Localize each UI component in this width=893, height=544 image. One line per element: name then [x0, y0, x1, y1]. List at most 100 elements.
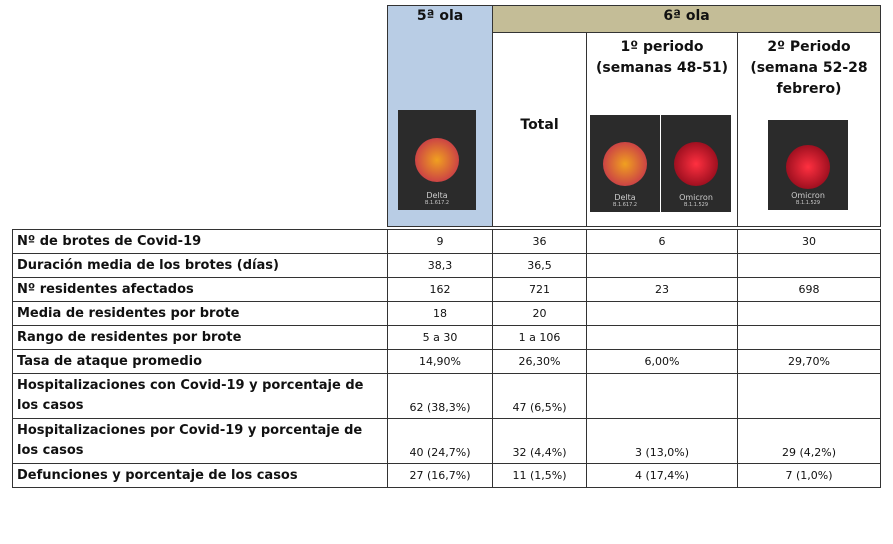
header-text: 6ª ola	[493, 6, 880, 27]
cell-text: 47 (6,5%)	[512, 401, 566, 414]
row-label: Tasa de ataque promedio	[12, 349, 388, 374]
row-label: Duración media de los brotes (días)	[12, 253, 388, 278]
variant-lineage: B.1.1.529	[796, 200, 820, 206]
value-cell: 36	[492, 229, 587, 254]
column-header: Total	[492, 32, 587, 227]
row-label: Nº residentes afectados	[12, 277, 388, 302]
value-cell: 32 (4,4%)	[492, 418, 587, 464]
value-cell	[737, 301, 881, 326]
row-label: Hospitalizaciones con Covid-19 y porcent…	[12, 373, 388, 419]
value-cell: 698	[737, 277, 881, 302]
cell-text: 27 (16,7%)	[409, 469, 470, 482]
variant-lineage: B.1.617.2	[425, 200, 449, 206]
value-cell	[586, 301, 738, 326]
value-cell: 6,00%	[586, 349, 738, 374]
value-cell	[586, 373, 738, 419]
value-cell	[737, 373, 881, 419]
value-cell: 30	[737, 229, 881, 254]
value-cell: 162	[387, 277, 493, 302]
value-cell: 1 a 106	[492, 325, 587, 350]
cell-text: 26,30%	[519, 355, 561, 368]
value-cell	[737, 325, 881, 350]
cell-text: 5 a 30	[423, 331, 458, 344]
cell-text: 36	[533, 235, 547, 248]
value-cell	[737, 253, 881, 278]
cell-text: 721	[529, 283, 550, 296]
row-label: Hospitalizaciones por Covid-19 y porcent…	[12, 418, 388, 464]
value-cell: 6	[586, 229, 738, 254]
header-line: (semanas 48-51)	[587, 58, 737, 79]
cell-text: 162	[430, 283, 451, 296]
cell-text: 30	[802, 235, 816, 248]
header-line: 2º Periodo	[738, 37, 880, 58]
value-cell: 5 a 30	[387, 325, 493, 350]
value-cell	[586, 253, 738, 278]
value-cell: 9	[387, 229, 493, 254]
header-line: Total	[493, 115, 586, 136]
cell-text: 29 (4,2%)	[782, 446, 836, 459]
cell-text: 32 (4,4%)	[512, 446, 566, 459]
cell-text: 698	[799, 283, 820, 296]
cell-text: 40 (24,7%)	[409, 446, 470, 459]
value-cell: 4 (17,4%)	[586, 463, 738, 488]
cell-text: 6,00%	[645, 355, 680, 368]
cell-text: 20	[533, 307, 547, 320]
cell-text: 3 (13,0%)	[635, 446, 689, 459]
value-cell: 27 (16,7%)	[387, 463, 493, 488]
wave6-header: 6ª ola	[492, 5, 881, 33]
value-cell: 36,5	[492, 253, 587, 278]
cell-text: 14,90%	[419, 355, 461, 368]
value-cell: 29,70%	[737, 349, 881, 374]
value-cell: 7 (1,0%)	[737, 463, 881, 488]
value-cell: 23	[586, 277, 738, 302]
header-line: (semana 52-28	[738, 58, 880, 79]
value-cell: 29 (4,2%)	[737, 418, 881, 464]
cell-text: 29,70%	[788, 355, 830, 368]
variant-lineage: B.1.1.529	[684, 202, 708, 208]
value-cell: 38,3	[387, 253, 493, 278]
variant-name: Omicron	[791, 191, 825, 200]
value-cell: 3 (13,0%)	[586, 418, 738, 464]
value-cell: 721	[492, 277, 587, 302]
page: 5ª ola6ª ola Total 1º periodo(semanas 48-5…	[0, 0, 893, 544]
cell-text: 18	[433, 307, 447, 320]
row-label: Defunciones y porcentaje de los casos	[12, 463, 388, 488]
value-cell: 40 (24,7%)	[387, 418, 493, 464]
cell-text: 23	[655, 283, 669, 296]
cell-text: 9	[437, 235, 444, 248]
cell-text: 38,3	[428, 259, 453, 272]
value-cell: 11 (1,5%)	[492, 463, 587, 488]
value-cell: 14,90%	[387, 349, 493, 374]
virus-graphic	[674, 142, 718, 186]
variant-name: Delta	[426, 191, 447, 200]
cell-text: 36,5	[527, 259, 552, 272]
header-line: 1º periodo	[587, 37, 737, 58]
value-cell: 20	[492, 301, 587, 326]
cell-text: 7 (1,0%)	[785, 469, 832, 482]
value-cell	[586, 325, 738, 350]
variant-name: Delta	[614, 193, 635, 202]
virus-graphic	[786, 145, 830, 189]
virus-graphic	[415, 138, 459, 182]
variant-name: Omicron	[679, 193, 713, 202]
value-cell: 26,30%	[492, 349, 587, 374]
cell-text: 62 (38,3%)	[409, 401, 470, 414]
cell-text: 1 a 106	[519, 331, 561, 344]
cell-text: 6	[659, 235, 666, 248]
header-text: 5ª ola	[388, 6, 492, 27]
value-cell: 47 (6,5%)	[492, 373, 587, 419]
variant-lineage: B.1.617.2	[613, 202, 637, 208]
value-cell: 18	[387, 301, 493, 326]
row-label: Nº de brotes de Covid-19	[12, 229, 388, 254]
cell-text: 4 (17,4%)	[635, 469, 689, 482]
virus-graphic	[603, 142, 647, 186]
header-line: febrero)	[738, 79, 880, 100]
row-label: Rango de residentes por brote	[12, 325, 388, 350]
cell-text: 11 (1,5%)	[512, 469, 566, 482]
row-label: Media de residentes por brote	[12, 301, 388, 326]
value-cell: 62 (38,3%)	[387, 373, 493, 419]
